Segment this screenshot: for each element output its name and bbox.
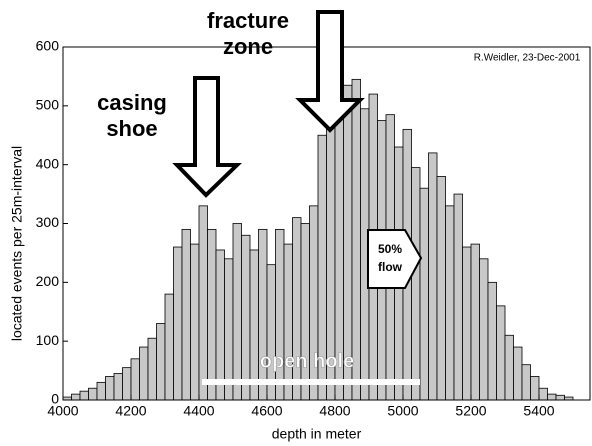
annotation: casing: [97, 90, 167, 115]
bar: [232, 223, 242, 401]
bar: [275, 228, 285, 401]
bar: [190, 243, 200, 401]
bar: [173, 246, 183, 401]
y-tick-label: 600: [36, 38, 60, 54]
annotation: zone: [223, 34, 273, 59]
bar: [470, 243, 480, 401]
bar: [156, 323, 166, 401]
y-tick-label: 0: [51, 391, 59, 407]
x-tick-label: 5200: [455, 403, 486, 419]
bar: [215, 249, 225, 401]
annotation: open hole: [260, 350, 354, 372]
x-tick-label: 4000: [47, 403, 78, 419]
bar: [164, 293, 174, 401]
x-tick-label: 4800: [319, 403, 350, 419]
arrow: [295, 10, 365, 133]
bar: [428, 152, 438, 401]
bar: [283, 243, 293, 401]
annotation: flow: [378, 260, 403, 274]
bar: [487, 281, 497, 401]
bar: [411, 167, 421, 401]
labels: depth in meter located events per 25m-int…: [9, 8, 581, 442]
bar: [496, 305, 506, 401]
bar: [88, 387, 98, 401]
bar: [207, 228, 217, 401]
bar: [300, 223, 310, 401]
x-tick-label: 5000: [387, 403, 418, 419]
bar: [292, 217, 302, 401]
bar: [224, 258, 234, 401]
x-tick-label: 4600: [251, 403, 282, 419]
flow-marker: [367, 229, 423, 289]
bar: [538, 387, 548, 401]
y-axis-label: located events per 25m-interval: [9, 146, 25, 341]
y-tick-label: 500: [36, 97, 60, 113]
bar: [555, 394, 565, 401]
bar: [419, 187, 429, 401]
y-tick-label: 100: [36, 332, 60, 348]
bar: [130, 358, 140, 401]
bar: [122, 367, 132, 401]
arrow: [172, 76, 242, 198]
bar: [462, 246, 472, 401]
bar: [79, 390, 89, 401]
bar: [436, 176, 446, 401]
x-tick-label: 4200: [115, 403, 146, 419]
bar: [198, 205, 208, 401]
bar: [513, 346, 523, 401]
bar: [139, 346, 149, 401]
bar: [453, 193, 463, 401]
bar: [479, 258, 489, 401]
bar: [530, 376, 540, 401]
bar: [96, 381, 106, 401]
y-tick-label: 200: [36, 273, 60, 289]
bar: [258, 228, 268, 401]
bar: [445, 205, 455, 401]
y-tick-label: 400: [36, 155, 60, 171]
x-tick-label: 4400: [183, 403, 214, 419]
bar: [113, 373, 123, 401]
bar: [249, 249, 259, 401]
bar: [521, 364, 531, 401]
bar: [504, 334, 514, 401]
annotation: 50%: [378, 242, 402, 256]
annotation: shoe: [106, 116, 157, 141]
bar: [547, 393, 557, 401]
annotation: fracture: [207, 8, 289, 33]
bar: [241, 234, 251, 401]
bar: [147, 337, 157, 401]
y-tick-label: 300: [36, 214, 60, 230]
x-tick-label: 5400: [523, 403, 554, 419]
bar: [71, 393, 81, 401]
annotation: R.Weidler, 23-Dec-2001: [474, 53, 581, 64]
bar: [105, 376, 115, 401]
bar: [181, 228, 191, 401]
x-axis-label: depth in meter: [272, 426, 362, 442]
